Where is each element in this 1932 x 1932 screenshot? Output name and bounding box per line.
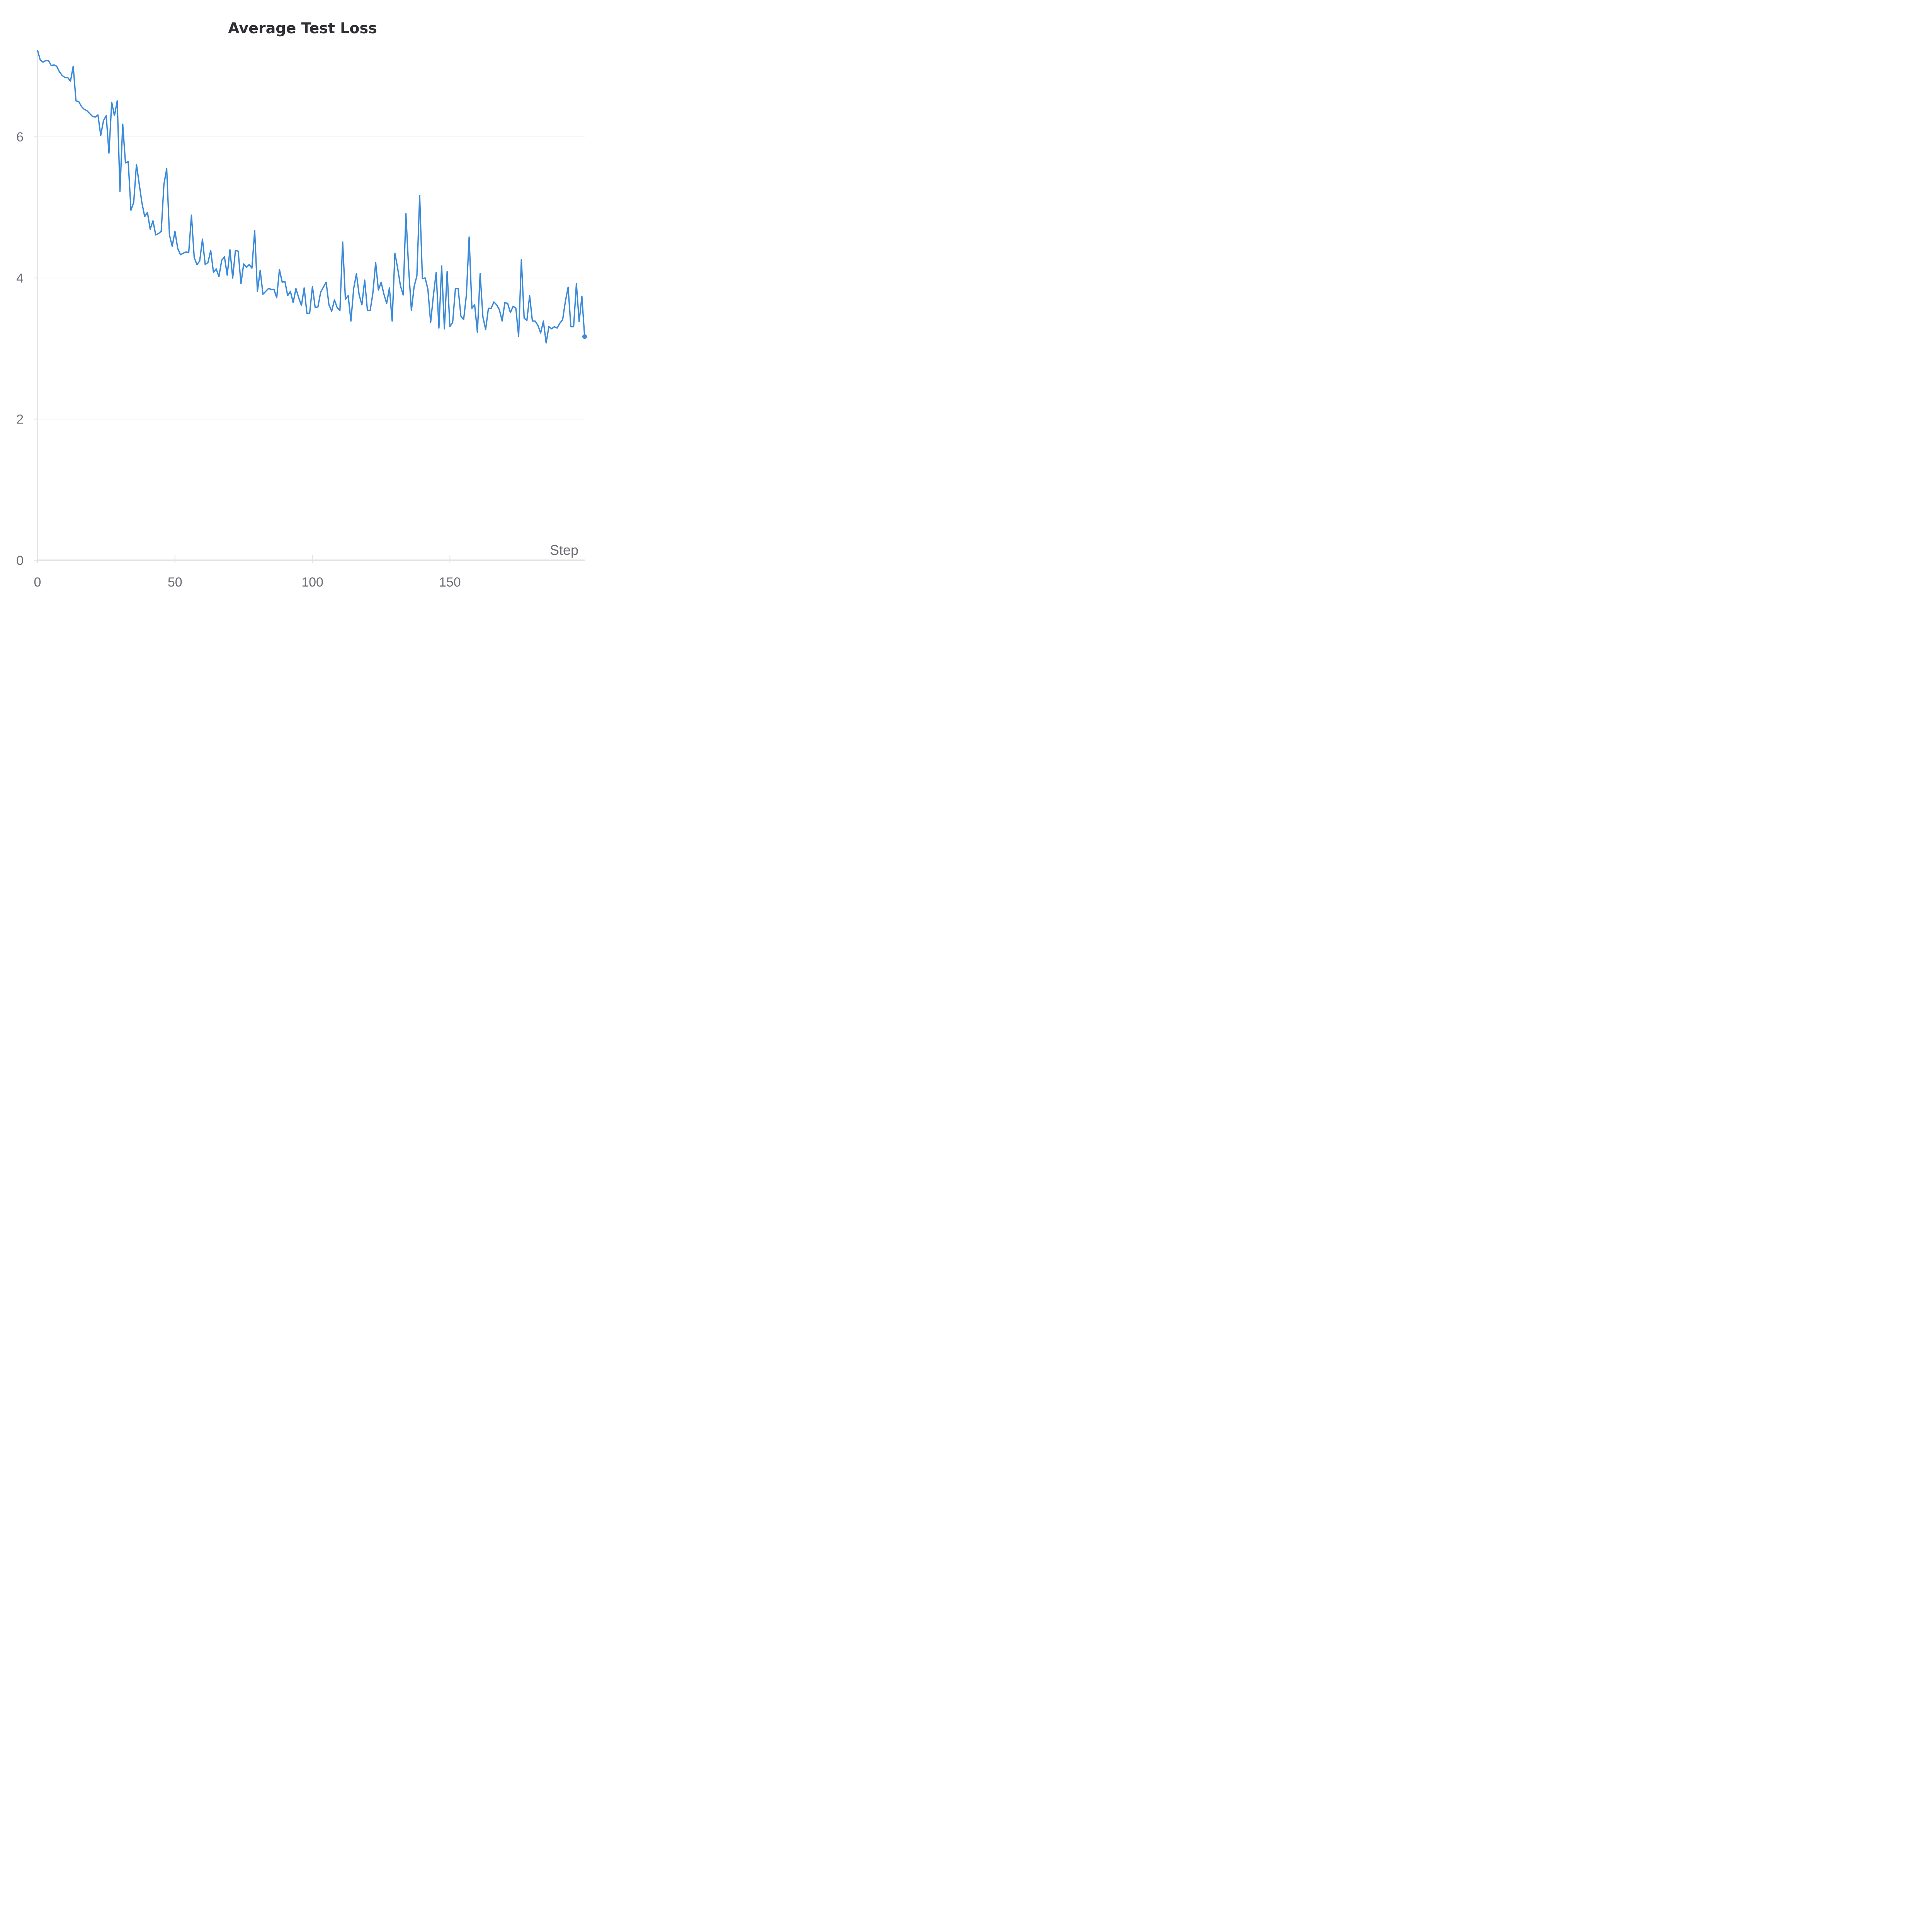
x-axis-ticks: 0 50 100 150 [34, 555, 461, 590]
x-tick-label: 0 [34, 575, 41, 590]
x-tick-label: 100 [301, 575, 323, 590]
x-tick-label: 50 [168, 575, 182, 590]
y-tick-label: 0 [16, 553, 24, 568]
x-tick-label: 150 [439, 575, 461, 590]
y-tick-label: 6 [16, 130, 24, 145]
grid-lines [37, 136, 585, 420]
line-chart: Average Test Loss 0 50 100 150 0 2 4 6 Step [16, 20, 587, 590]
y-tick-label: 2 [16, 412, 24, 427]
chart-title: Average Test Loss [228, 20, 377, 37]
y-tick-label: 4 [16, 271, 24, 286]
y-axis-ticks: 0 2 4 6 [16, 130, 37, 568]
series-group [37, 50, 587, 344]
x-axis-label: Step [550, 542, 578, 558]
series-end-point [582, 334, 587, 339]
series-line [37, 50, 585, 344]
